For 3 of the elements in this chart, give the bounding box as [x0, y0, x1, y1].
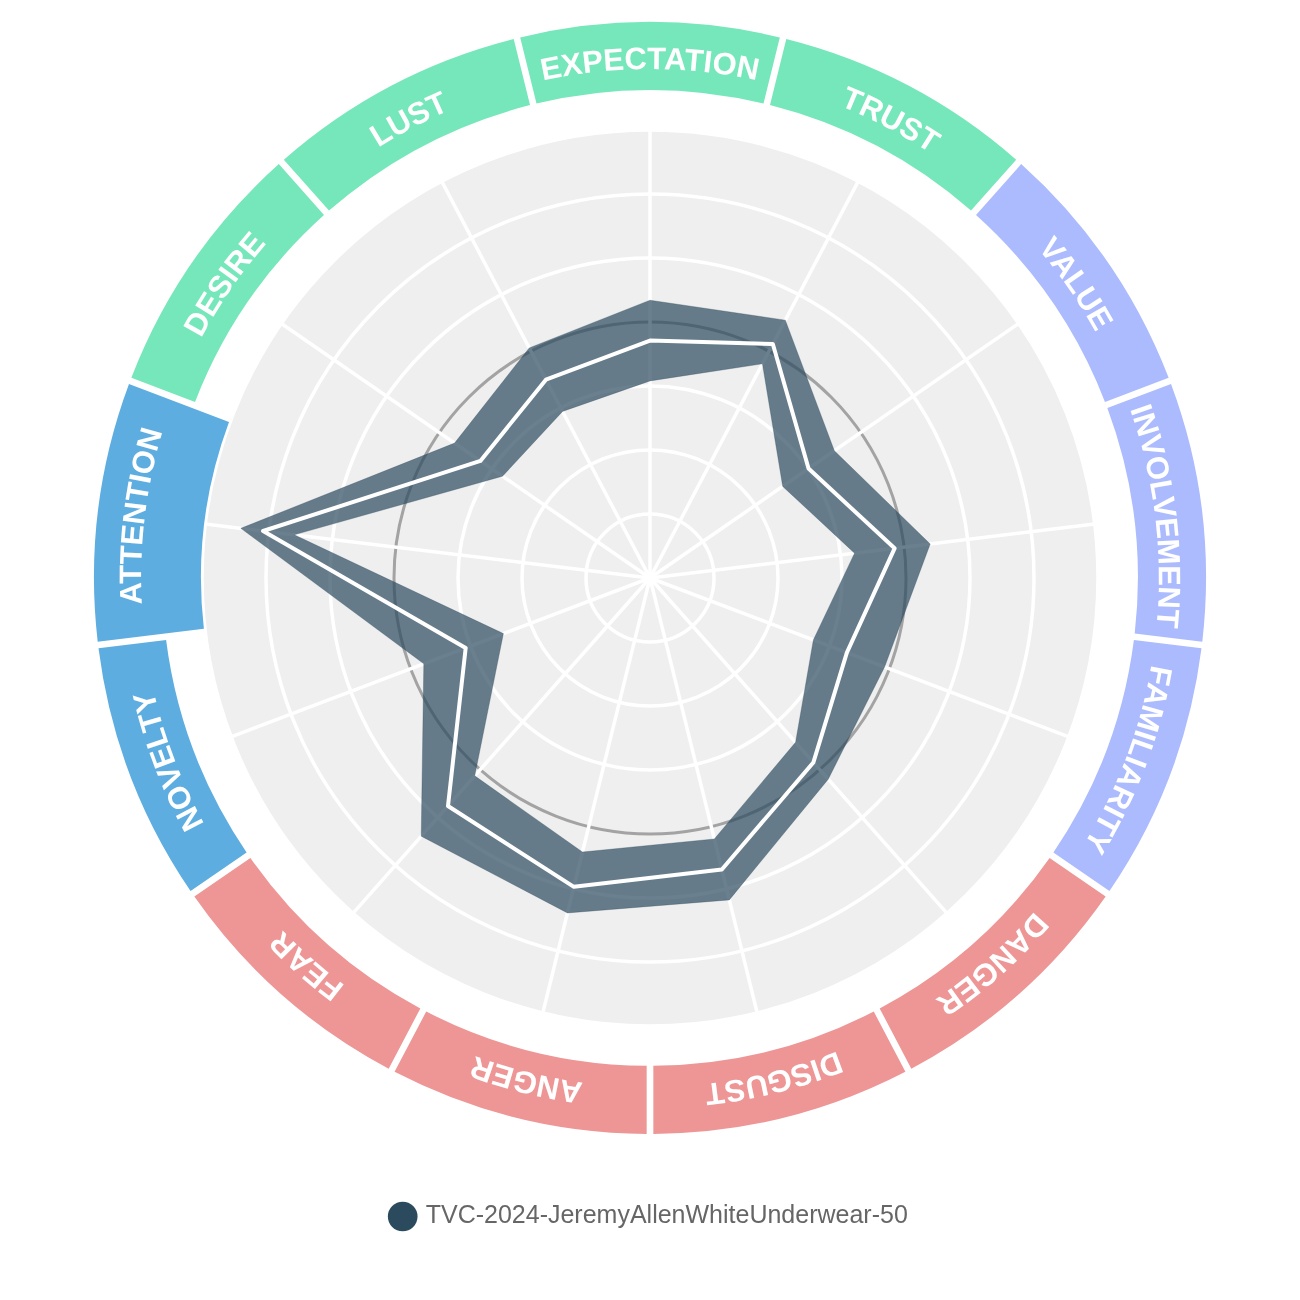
spoke-label: EXPECTATION	[537, 40, 763, 88]
legend-label: TVC-2024-JeremyAllenWhiteUnderwear-50	[425, 1200, 908, 1229]
spoke-label: ANGER	[465, 1049, 585, 1111]
